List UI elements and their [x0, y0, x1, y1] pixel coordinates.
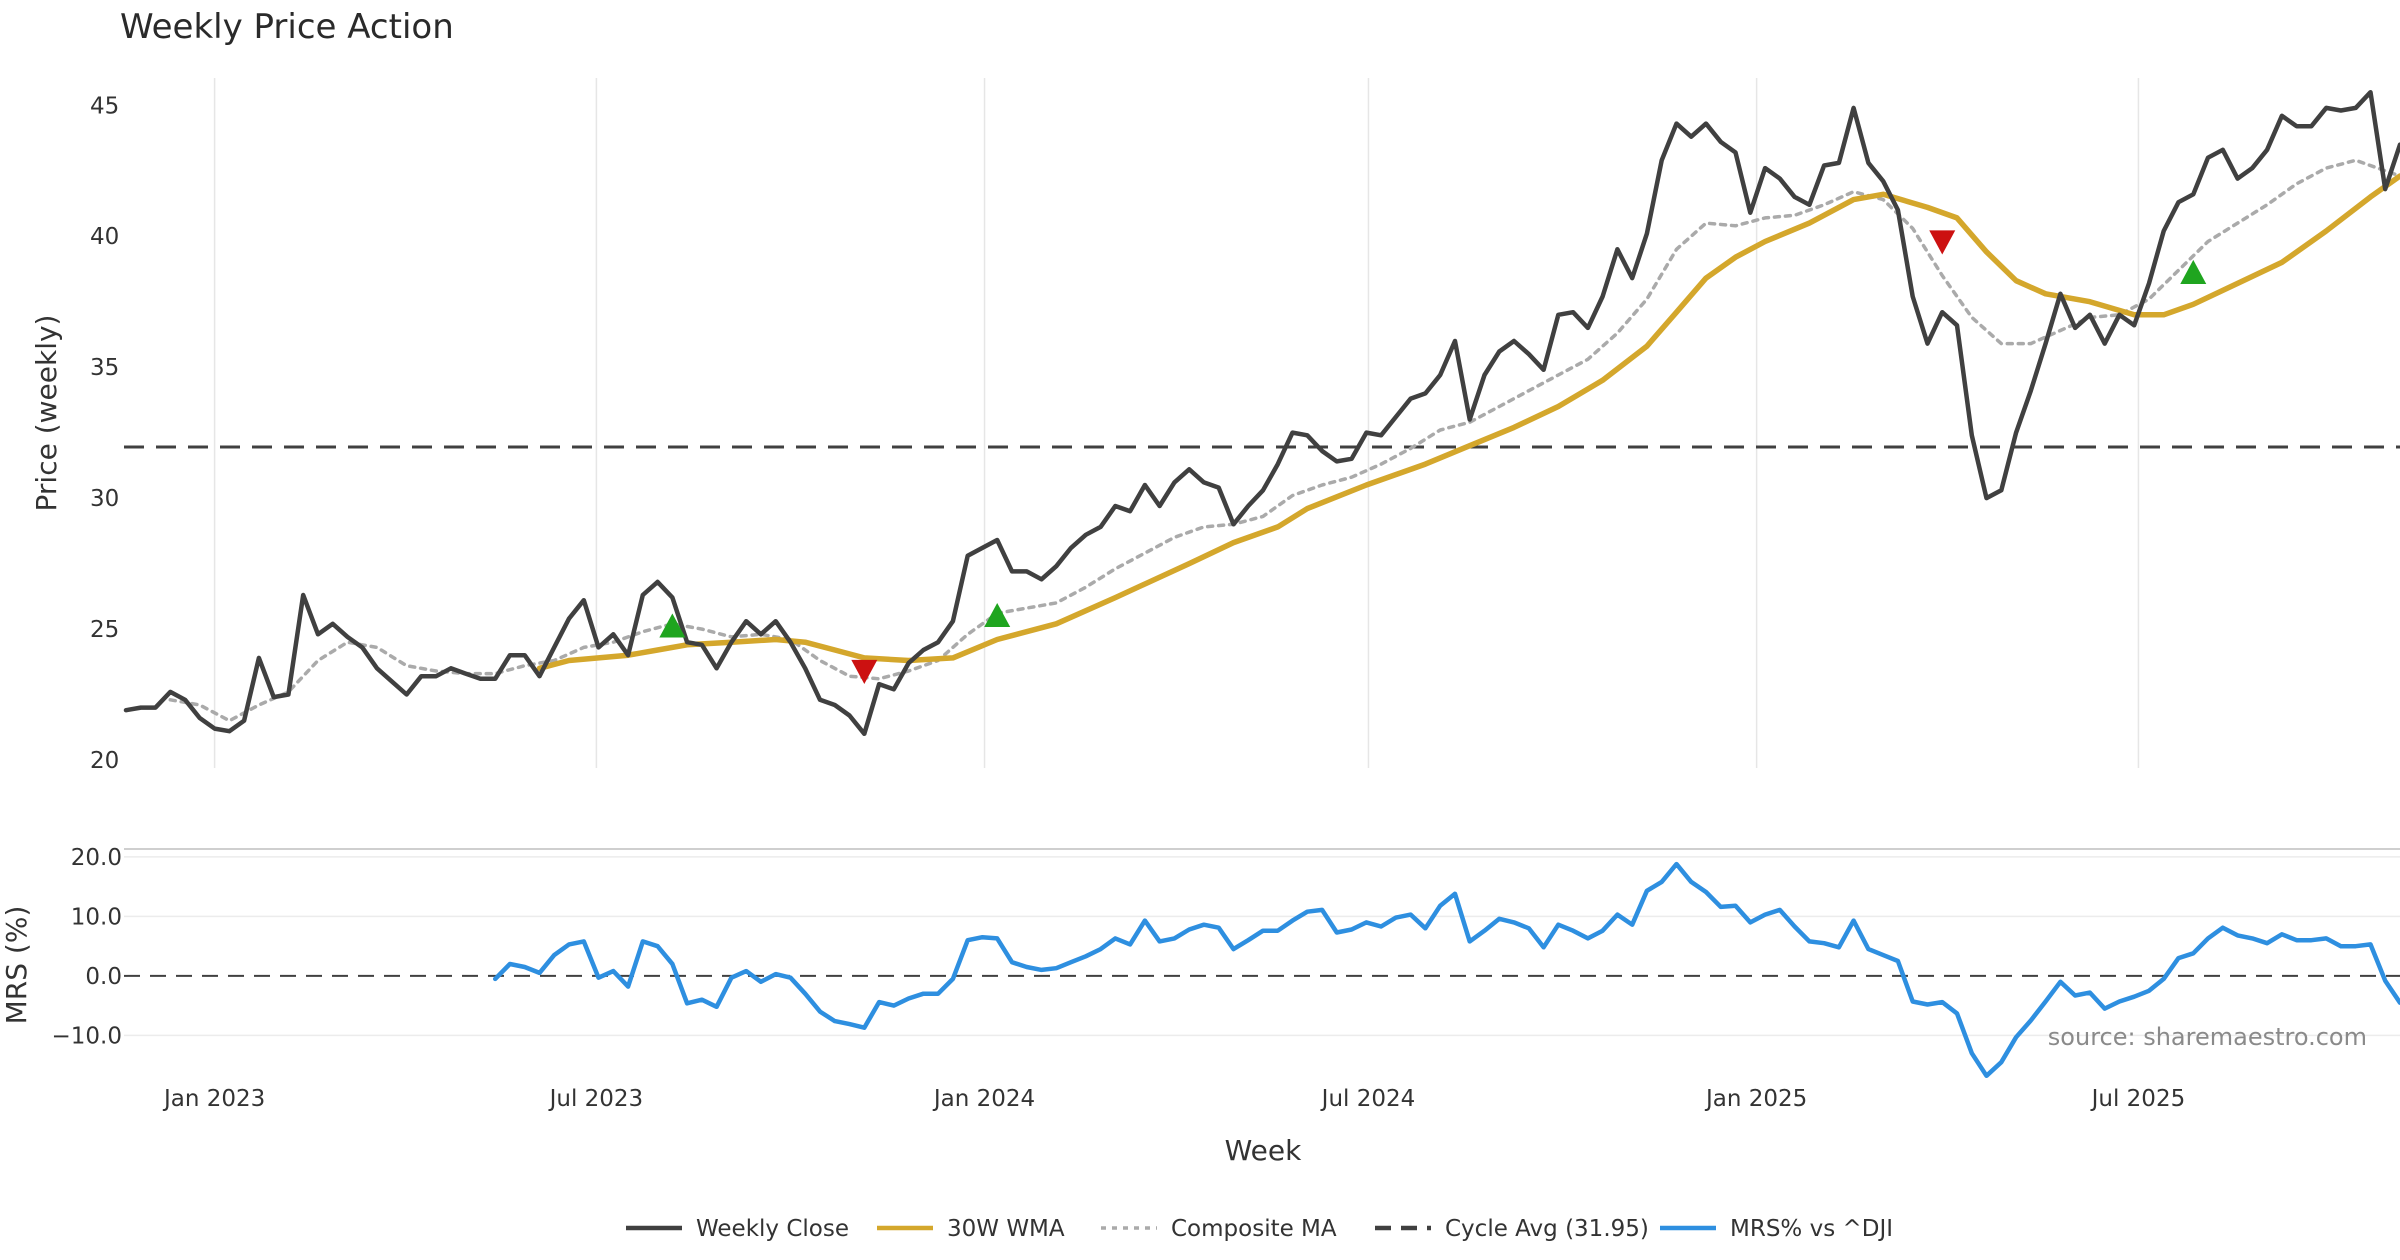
legend-label: 30W WMA [947, 1216, 1065, 1242]
legend-label: MRS% vs ^DJI [1730, 1216, 1893, 1242]
price-y-tick-label: 35 [90, 355, 119, 381]
mrs-y-tick-label: 10.0 [71, 904, 122, 930]
series-mrs [492, 861, 2400, 1079]
legend-item: Weekly Close [626, 1216, 849, 1242]
x-tick-label: Jan 2023 [162, 1086, 265, 1112]
mrs-y-axis-label: MRS (%) [0, 906, 33, 1025]
price-y-tick-label: 45 [90, 93, 119, 119]
buy-signal-marker [984, 602, 1011, 628]
price-y-tick-label: 25 [90, 617, 119, 643]
source-note: source: sharemaestro.com [2048, 1023, 2367, 1051]
legend-label: Cycle Avg (31.95) [1445, 1216, 1649, 1242]
x-tick-label: Jul 2025 [2090, 1086, 2186, 1112]
series-composite-ma [168, 158, 2400, 723]
price-y-ticks: 20 25 30 35 40 45 [90, 93, 119, 774]
legend-item: Composite MA [1101, 1216, 1337, 1242]
sell-signal-marker [1929, 230, 1956, 255]
chart-title: Weekly Price Action [120, 7, 454, 47]
buy-signal-marker [659, 613, 686, 638]
legend-label: Weekly Close [696, 1216, 849, 1242]
x-ticks: Jan 2023 Jul 2023 Jan 2024 Jul 2024 Jan 2025… [162, 1086, 2185, 1112]
x-axis-label: Week [1225, 1134, 1302, 1167]
mrs-y-tick-label: 20.0 [71, 845, 122, 871]
buy-signal-marker [2180, 259, 2207, 284]
mrs-y-ticks: 20.0 10.0 0.0 −10.0 [52, 845, 122, 1049]
series-30w-wma [536, 173, 2400, 672]
series-weekly-close [123, 89, 2400, 737]
x-tick-label: Jan 2025 [1704, 1086, 1807, 1112]
legend: Weekly Close 30W WMA Composite MA Cycle Avg… [626, 1216, 1893, 1242]
price-y-tick-label: 40 [90, 224, 119, 250]
x-tick-label: Jul 2024 [1320, 1086, 1416, 1112]
sell-signal-marker [851, 659, 878, 684]
price-series [123, 89, 2400, 737]
legend-item: 30W WMA [877, 1216, 1065, 1242]
mrs-series [492, 861, 2400, 1079]
mrs-y-tick-label: −10.0 [52, 1023, 122, 1049]
x-tick-label: Jan 2024 [932, 1086, 1035, 1112]
legend-item: MRS% vs ^DJI [1660, 1216, 1893, 1242]
price-y-tick-label: 30 [90, 486, 119, 512]
price-y-tick-label: 20 [90, 748, 119, 774]
mrs-grid [124, 848, 2400, 1037]
legend-item: Cycle Avg (31.95) [1375, 1216, 1649, 1242]
legend-label: Composite MA [1171, 1216, 1337, 1242]
x-tick-label: Jul 2023 [548, 1086, 644, 1112]
mrs-y-tick-label: 0.0 [85, 964, 122, 990]
price-y-axis-label: Price (weekly) [30, 315, 63, 512]
signal-markers [659, 230, 2207, 684]
